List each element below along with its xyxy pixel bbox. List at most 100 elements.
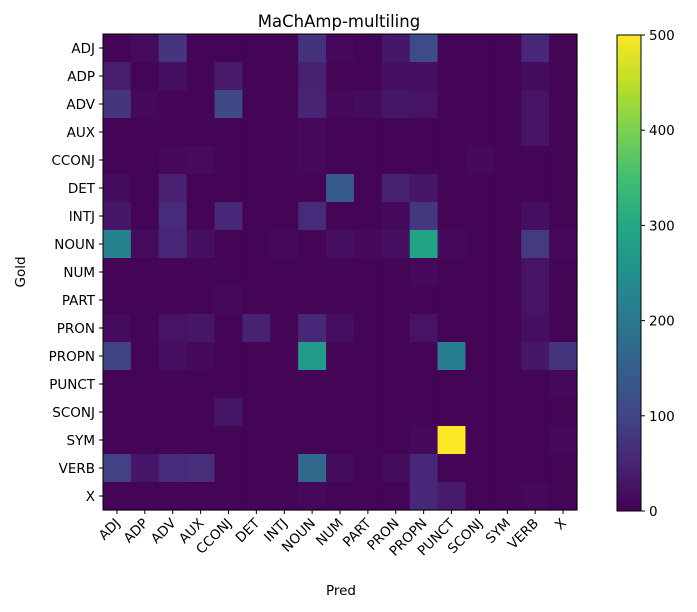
- heatmap-cell-pron-part: [353, 314, 383, 343]
- heatmap-cell-propn-noun: [298, 342, 327, 371]
- y-tick-label: ADP: [67, 69, 95, 85]
- heatmap-cell-noun-verb: [521, 230, 550, 259]
- colorbar: [616, 34, 642, 512]
- x-tick-label: NUM: [313, 516, 347, 550]
- heatmap-cell-det-propn: [409, 174, 439, 203]
- heatmap-cell-sym-sym: [493, 426, 522, 455]
- heatmap-cell-punct-num: [326, 370, 355, 399]
- heatmap-cell-det-part: [353, 174, 383, 203]
- heatmap-cell-propn-punct: [437, 342, 467, 371]
- heatmap-cell-num-intj: [270, 258, 299, 287]
- heatmap-cell-noun-x: [549, 230, 578, 259]
- heatmap-cell-sym-aux: [186, 426, 216, 455]
- heatmap-cell-num-sconj: [465, 258, 494, 287]
- y-tick-label: DET: [68, 181, 96, 197]
- heatmap-cell-adj-aux: [186, 34, 216, 63]
- heatmap-cell-sconj-num: [326, 398, 355, 427]
- heatmap-cell-det-num: [326, 174, 355, 203]
- heatmap-cell-sconj-noun: [298, 398, 327, 427]
- heatmap-cell-verb-noun: [298, 454, 327, 483]
- heatmap-cell-sconj-adp: [130, 398, 160, 427]
- x-tick-label: ADV: [148, 515, 180, 547]
- heatmap-cell-adp-propn: [409, 62, 439, 91]
- heatmap-cell-adp-noun: [298, 62, 327, 91]
- chart-title: MaChAmp-multiling: [258, 12, 420, 31]
- heatmap-cell-sym-propn: [409, 426, 439, 455]
- heatmap-cell-intj-aux: [186, 202, 216, 231]
- heatmap-cell-noun-sconj: [465, 230, 494, 259]
- heatmap-cell-noun-propn: [409, 230, 439, 259]
- heatmap-cell-punct-punct: [437, 370, 467, 399]
- y-tick-label: AUX: [67, 125, 95, 141]
- heatmap-cell-aux-noun: [298, 118, 327, 147]
- heatmap-cell-intj-pron: [381, 202, 411, 231]
- heatmap-cell-x-adv: [158, 482, 188, 511]
- heatmap-cell-noun-adv: [158, 230, 188, 259]
- heatmap-cell-propn-num: [326, 342, 355, 371]
- y-tick-label: SCONJ: [52, 405, 95, 421]
- heatmap-cell-part-cconj: [214, 286, 244, 315]
- heatmap-cell-adp-verb: [521, 62, 550, 91]
- heatmap-cell-noun-cconj: [214, 230, 244, 259]
- heatmap-cell-aux-pron: [381, 118, 411, 147]
- heatmap-cell-part-aux: [186, 286, 216, 315]
- heatmap-cell-adv-part: [353, 90, 383, 119]
- heatmap-cell-adv-sym: [493, 90, 522, 119]
- heatmap-cell-pron-noun: [298, 314, 327, 343]
- heatmap-cell-adj-noun: [298, 34, 327, 63]
- heatmap-cell-sconj-cconj: [214, 398, 244, 427]
- heatmap-cell-sconj-propn: [409, 398, 439, 427]
- colorbar-ticks: 0 100 200 300 400 500: [641, 28, 675, 520]
- heatmap-cell-part-x: [549, 286, 578, 315]
- heatmap-cell-pron-aux: [186, 314, 216, 343]
- heatmap-cell-verb-cconj: [214, 454, 244, 483]
- heatmap-cell-cconj-cconj: [214, 146, 244, 175]
- heatmap-cell-cconj-noun: [298, 146, 327, 175]
- heatmap-cell-aux-adv: [158, 118, 188, 147]
- x-tick-label: ADP: [121, 516, 152, 547]
- y-tick-label: ADJ: [71, 41, 95, 57]
- heatmap-cell-adv-pron: [381, 90, 411, 119]
- heatmap-cell-x-intj: [270, 482, 299, 511]
- heatmap-cell-punct-intj: [270, 370, 299, 399]
- heatmap-cell-pron-cconj: [214, 314, 244, 343]
- heatmap-cell-propn-sconj: [465, 342, 494, 371]
- heatmap-cell-verb-adv: [158, 454, 188, 483]
- heatmap-cell-propn-part: [353, 342, 383, 371]
- heatmap-cell-adp-intj: [270, 62, 299, 91]
- heatmap-cell-adj-x: [549, 34, 578, 63]
- heatmap-cell-part-verb: [521, 286, 550, 315]
- heatmap-cell-aux-sconj: [465, 118, 494, 147]
- heatmap-cell-det-adv: [158, 174, 188, 203]
- heatmap-cell-punct-part: [353, 370, 383, 399]
- y-tick-label: PROPN: [49, 349, 95, 365]
- colorbar-tick-label: 0: [649, 504, 658, 520]
- heatmap-cell-punct-noun: [298, 370, 327, 399]
- heatmap-cell-cconj-sconj: [465, 146, 494, 175]
- heatmap-cell-part-adv: [158, 286, 188, 315]
- heatmap-cell-det-punct: [437, 174, 467, 203]
- heatmap-cell-verb-aux: [186, 454, 216, 483]
- heatmap-cell-x-noun: [298, 482, 327, 511]
- heatmap-cell-propn-adp: [130, 342, 160, 371]
- heatmap-cell-det-adp: [130, 174, 160, 203]
- heatmap-cell-pron-propn: [409, 314, 439, 343]
- heatmap-cell-adp-part: [353, 62, 383, 91]
- heatmap-cell-num-pron: [381, 258, 411, 287]
- heatmap-cell-aux-num: [326, 118, 355, 147]
- heatmap-cell-verb-x: [549, 454, 578, 483]
- heatmap-cell-adj-intj: [270, 34, 299, 63]
- x-tick-label: ADJ: [96, 516, 124, 544]
- heatmap-cell-adj-pron: [381, 34, 411, 63]
- heatmap-cell-num-x: [549, 258, 578, 287]
- heatmap-cell-aux-propn: [409, 118, 439, 147]
- heatmap-cell-sym-pron: [381, 426, 411, 455]
- heatmap-cell-intj-punct: [437, 202, 467, 231]
- heatmap-cell-punct-sym: [493, 370, 522, 399]
- heatmap-cell-num-verb: [521, 258, 550, 287]
- heatmap-cell-adj-adp: [130, 34, 160, 63]
- heatmap-cell-pron-punct: [437, 314, 467, 343]
- heatmap-cell-x-sym: [493, 482, 522, 511]
- heatmap-cell-adv-cconj: [214, 90, 244, 119]
- heatmap-cell-sym-adj: [103, 426, 132, 455]
